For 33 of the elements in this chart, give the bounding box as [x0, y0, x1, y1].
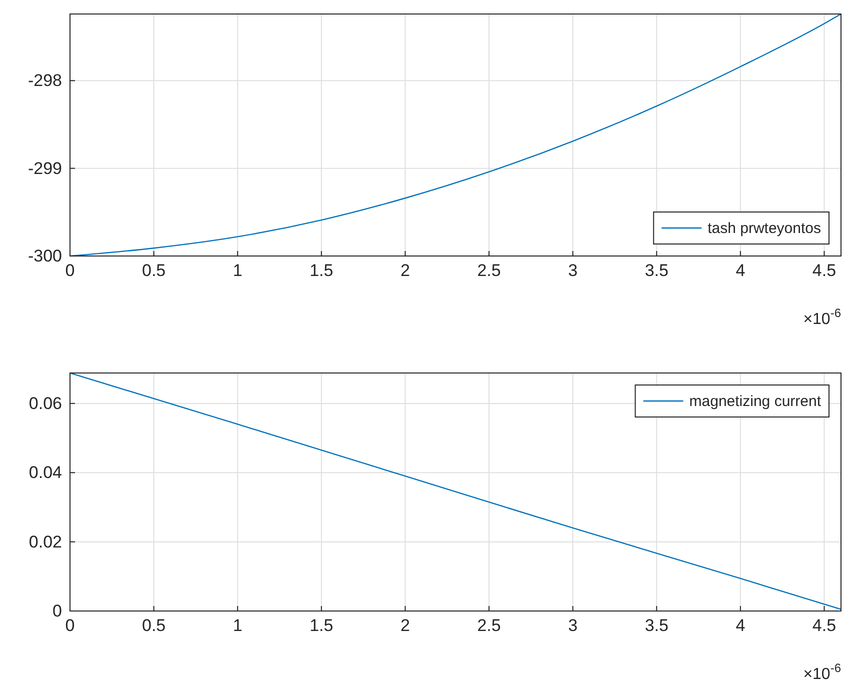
x-tick-label: 1.5 [310, 616, 334, 636]
x-tick-label: 3 [568, 261, 578, 280]
y-tick-label: 0.06 [28, 394, 62, 413]
y-tick-label: 0.04 [28, 463, 62, 482]
x-tick-label: 3.5 [644, 261, 668, 280]
x-tick-label: 2 [400, 261, 410, 280]
x-tick-label: 2 [400, 616, 410, 636]
x-tick-label: 0.5 [142, 616, 166, 636]
x-tick-label: 0.5 [142, 261, 166, 280]
y-tick-label: 0 [52, 601, 62, 620]
x-tick-label: 2.5 [477, 261, 501, 280]
y-tick-label: -298 [28, 71, 62, 90]
x-tick-label: 3.5 [644, 616, 668, 636]
text: ×10$^{-6}$ [803, 661, 842, 683]
x-tick-label: 4.5 [812, 616, 836, 636]
text: ×10$^{-6}$ [803, 306, 842, 328]
y-tick-label: -299 [28, 158, 62, 178]
x-tick-label: 3 [568, 616, 578, 636]
legend-label: tash prwteyontos [708, 220, 821, 237]
x-tick-label: 4 [736, 616, 746, 636]
x-tick-label: 1.5 [310, 261, 334, 280]
x-tick-label: 2.5 [477, 616, 501, 636]
x-tick-label: 0 [65, 616, 75, 636]
line-series [69, 372, 842, 610]
legend-label: magnetizing current [689, 393, 822, 410]
x-tick-label: 1 [232, 261, 242, 280]
x-tick-label: 1 [232, 616, 242, 636]
line-series [69, 13, 842, 257]
x-tick-label: 4.5 [812, 261, 836, 280]
x-tick-label: 4 [736, 261, 746, 280]
y-tick-label: 0.02 [28, 532, 62, 552]
x-tick-label: 0 [65, 261, 75, 280]
y-tick-label: -300 [28, 246, 62, 266]
